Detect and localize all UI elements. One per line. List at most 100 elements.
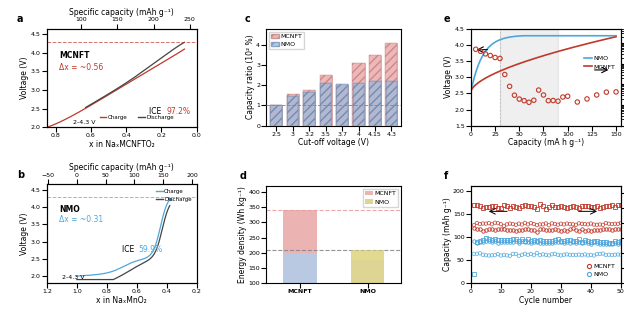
Point [538,252,548,257]
Point [493,221,503,226]
Bar [286,94,299,126]
Text: 2-4.3 V: 2-4.3 V [73,120,95,125]
Point [505,221,515,226]
Bar [270,106,282,126]
Point [490,252,500,258]
Bar [303,92,315,126]
Point [526,252,536,257]
Text: f: f [444,171,448,181]
Point [544,98,553,103]
Point [508,222,518,227]
Point [610,252,620,257]
Point [526,221,536,226]
Point [592,93,602,98]
Text: c: c [245,14,250,24]
Point [487,222,497,227]
Text: ICE: ICE [122,245,137,254]
Legend: Charge, Discharge: Charge, Discharge [154,187,194,204]
Text: a: a [17,14,23,24]
Legend: MCNFT, NMO: MCNFT, NMO [270,32,305,49]
Point [611,89,621,94]
Point [529,98,539,103]
Point [595,222,605,227]
Point [475,222,485,227]
Point [509,93,519,98]
Bar [351,250,384,260]
Point [553,99,563,104]
Bar [319,75,332,126]
Point [601,220,611,225]
Bar [270,106,282,126]
X-axis label: x in NaₓMCNFTO₂: x in NaₓMCNFTO₂ [89,140,155,149]
Point [487,253,497,258]
Point [470,47,480,52]
Y-axis label: Capacity ratio (10² %): Capacity ratio (10² %) [246,35,255,120]
Point [589,253,599,258]
Text: e: e [444,14,451,24]
Point [495,56,505,61]
Bar [287,96,298,126]
Point [556,253,566,258]
Point [532,251,542,256]
Point [469,223,479,228]
Bar [283,210,317,253]
Point [500,72,510,77]
Point [604,221,614,226]
Point [484,253,494,258]
Point [571,252,581,258]
Point [529,222,539,227]
Point [568,222,578,227]
Bar [336,84,348,126]
Point [544,223,554,228]
Point [532,223,542,228]
Point [517,252,527,257]
Bar [353,63,364,126]
Bar [336,85,348,126]
Text: Δx = ~0.56: Δx = ~0.56 [59,63,104,72]
Point [502,253,512,258]
Point [520,251,530,256]
Point [519,98,529,103]
Point [485,53,495,58]
Point [472,220,482,225]
Point [598,222,608,227]
Point [484,221,494,226]
Point [538,222,548,227]
Legend: NMO, MCNFT: NMO, MCNFT [582,53,618,72]
Bar [320,83,331,126]
Point [559,222,569,227]
Point [514,253,524,259]
Point [580,222,590,227]
Point [493,252,503,257]
Bar [386,43,397,126]
Point [616,252,624,257]
Point [613,221,623,226]
Point [502,222,512,227]
Bar [270,106,282,126]
Point [511,252,521,257]
X-axis label: Specific capacity (mAh g⁻¹): Specific capacity (mAh g⁻¹) [69,8,174,17]
Text: 59.9%: 59.9% [139,245,162,254]
Point [523,252,533,258]
Point [541,221,551,226]
Point [613,252,623,257]
Point [547,252,557,257]
Point [478,252,488,257]
Point [520,220,530,225]
Point [523,222,533,227]
Bar [386,81,397,126]
Legend: Charge, Discharge: Charge, Discharge [97,113,176,122]
Point [534,87,544,93]
Bar [303,90,315,126]
Point [547,221,557,226]
Point [499,223,509,228]
Bar [303,92,315,126]
X-axis label: x in NaₓMnO₂: x in NaₓMnO₂ [97,296,147,305]
X-axis label: Capacity (mA h g⁻¹): Capacity (mA h g⁻¹) [508,138,584,147]
Bar [336,85,348,126]
Point [505,253,515,258]
Point [481,253,491,258]
Bar [286,94,299,126]
Text: 97.2%: 97.2% [167,107,191,116]
Point [478,221,488,226]
